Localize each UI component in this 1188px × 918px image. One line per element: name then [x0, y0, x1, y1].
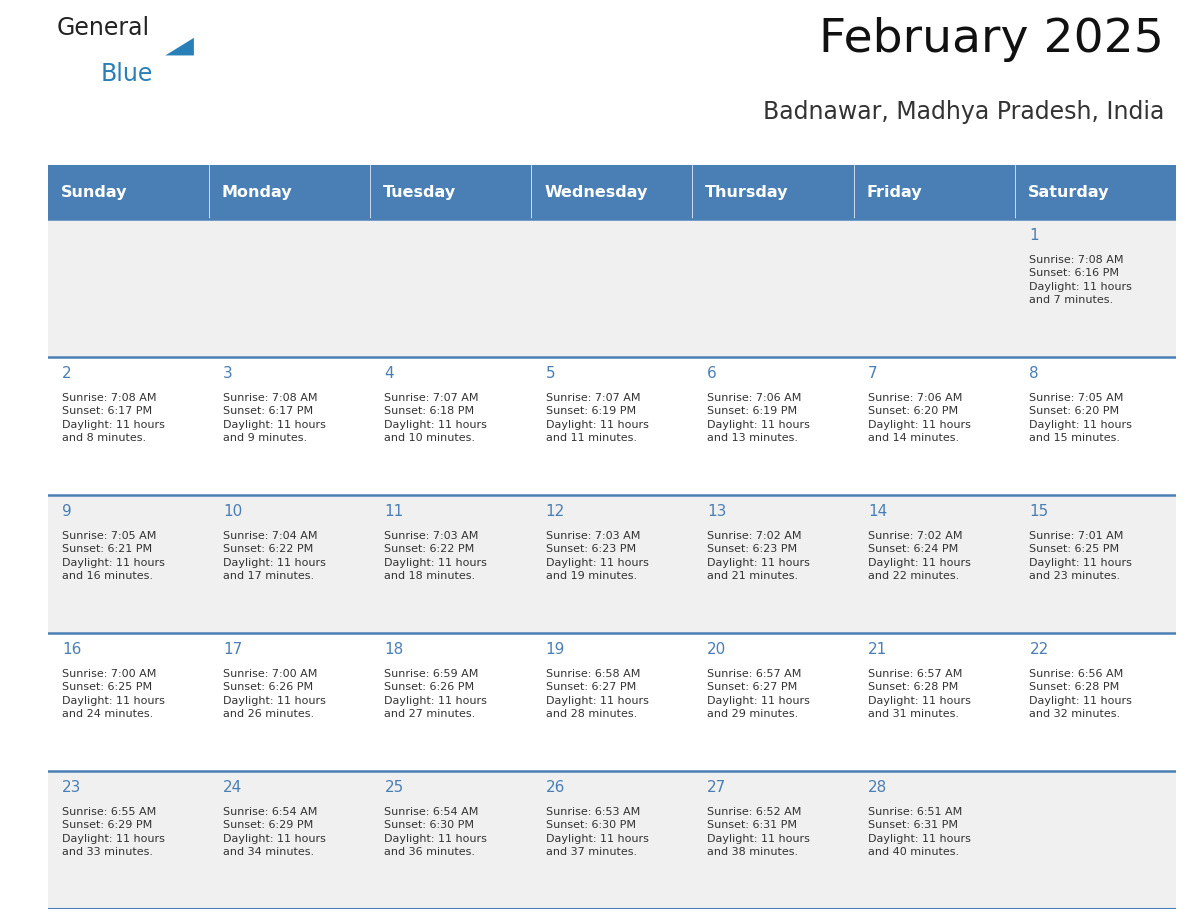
Text: 8: 8 [1029, 366, 1040, 382]
Text: 13: 13 [707, 505, 726, 520]
Text: Tuesday: Tuesday [383, 185, 456, 199]
Text: 12: 12 [545, 505, 565, 520]
Text: 3: 3 [223, 366, 233, 382]
Polygon shape [165, 38, 194, 55]
Text: February 2025: February 2025 [820, 17, 1164, 62]
Text: Sunrise: 6:58 AM
Sunset: 6:27 PM
Daylight: 11 hours
and 28 minutes.: Sunrise: 6:58 AM Sunset: 6:27 PM Dayligh… [545, 668, 649, 720]
Text: Sunrise: 7:07 AM
Sunset: 6:19 PM
Daylight: 11 hours
and 11 minutes.: Sunrise: 7:07 AM Sunset: 6:19 PM Dayligh… [545, 393, 649, 443]
Text: 1: 1 [1029, 229, 1040, 243]
Text: Sunrise: 7:07 AM
Sunset: 6:18 PM
Daylight: 11 hours
and 10 minutes.: Sunrise: 7:07 AM Sunset: 6:18 PM Dayligh… [385, 393, 487, 443]
Text: 28: 28 [868, 780, 887, 796]
Text: Sunrise: 7:03 AM
Sunset: 6:23 PM
Daylight: 11 hours
and 19 minutes.: Sunrise: 7:03 AM Sunset: 6:23 PM Dayligh… [545, 531, 649, 581]
Text: Monday: Monday [222, 185, 292, 199]
Text: 22: 22 [1029, 643, 1049, 657]
Text: Sunrise: 7:00 AM
Sunset: 6:26 PM
Daylight: 11 hours
and 26 minutes.: Sunrise: 7:00 AM Sunset: 6:26 PM Dayligh… [223, 668, 327, 720]
Text: 11: 11 [385, 505, 404, 520]
Text: 6: 6 [707, 366, 716, 382]
Bar [48, 633, 1176, 771]
Text: Saturday: Saturday [1028, 185, 1110, 199]
Text: General: General [57, 16, 150, 40]
Text: 25: 25 [385, 780, 404, 796]
Text: Wednesday: Wednesday [544, 185, 647, 199]
Bar [48, 771, 1176, 909]
Text: Badnawar, Madhya Pradesh, India: Badnawar, Madhya Pradesh, India [763, 100, 1164, 124]
Text: 14: 14 [868, 505, 887, 520]
Text: Sunrise: 6:55 AM
Sunset: 6:29 PM
Daylight: 11 hours
and 33 minutes.: Sunrise: 6:55 AM Sunset: 6:29 PM Dayligh… [62, 807, 165, 857]
Text: 17: 17 [223, 643, 242, 657]
Text: Sunrise: 6:53 AM
Sunset: 6:30 PM
Daylight: 11 hours
and 37 minutes.: Sunrise: 6:53 AM Sunset: 6:30 PM Dayligh… [545, 807, 649, 857]
Text: Sunrise: 6:54 AM
Sunset: 6:30 PM
Daylight: 11 hours
and 36 minutes.: Sunrise: 6:54 AM Sunset: 6:30 PM Dayligh… [385, 807, 487, 857]
Text: Sunday: Sunday [61, 185, 127, 199]
Text: 2: 2 [62, 366, 71, 382]
Text: Sunrise: 6:52 AM
Sunset: 6:31 PM
Daylight: 11 hours
and 38 minutes.: Sunrise: 6:52 AM Sunset: 6:31 PM Dayligh… [707, 807, 810, 857]
Text: 10: 10 [223, 505, 242, 520]
Bar [48, 165, 1176, 218]
Text: Sunrise: 7:06 AM
Sunset: 6:19 PM
Daylight: 11 hours
and 13 minutes.: Sunrise: 7:06 AM Sunset: 6:19 PM Dayligh… [707, 393, 810, 443]
Text: Sunrise: 7:02 AM
Sunset: 6:24 PM
Daylight: 11 hours
and 22 minutes.: Sunrise: 7:02 AM Sunset: 6:24 PM Dayligh… [868, 531, 971, 581]
Text: Thursday: Thursday [706, 185, 789, 199]
Text: Sunrise: 7:05 AM
Sunset: 6:21 PM
Daylight: 11 hours
and 16 minutes.: Sunrise: 7:05 AM Sunset: 6:21 PM Dayligh… [62, 531, 165, 581]
Text: Sunrise: 6:57 AM
Sunset: 6:27 PM
Daylight: 11 hours
and 29 minutes.: Sunrise: 6:57 AM Sunset: 6:27 PM Dayligh… [707, 668, 810, 720]
Text: Sunrise: 7:03 AM
Sunset: 6:22 PM
Daylight: 11 hours
and 18 minutes.: Sunrise: 7:03 AM Sunset: 6:22 PM Dayligh… [385, 531, 487, 581]
Text: Sunrise: 7:05 AM
Sunset: 6:20 PM
Daylight: 11 hours
and 15 minutes.: Sunrise: 7:05 AM Sunset: 6:20 PM Dayligh… [1029, 393, 1132, 443]
Bar [48, 495, 1176, 633]
Text: Sunrise: 7:04 AM
Sunset: 6:22 PM
Daylight: 11 hours
and 17 minutes.: Sunrise: 7:04 AM Sunset: 6:22 PM Dayligh… [223, 531, 327, 581]
Text: Sunrise: 7:06 AM
Sunset: 6:20 PM
Daylight: 11 hours
and 14 minutes.: Sunrise: 7:06 AM Sunset: 6:20 PM Dayligh… [868, 393, 971, 443]
Text: Sunrise: 7:08 AM
Sunset: 6:17 PM
Daylight: 11 hours
and 9 minutes.: Sunrise: 7:08 AM Sunset: 6:17 PM Dayligh… [223, 393, 327, 443]
Text: 16: 16 [62, 643, 82, 657]
Text: Sunrise: 7:08 AM
Sunset: 6:17 PM
Daylight: 11 hours
and 8 minutes.: Sunrise: 7:08 AM Sunset: 6:17 PM Dayligh… [62, 393, 165, 443]
Text: Sunrise: 6:54 AM
Sunset: 6:29 PM
Daylight: 11 hours
and 34 minutes.: Sunrise: 6:54 AM Sunset: 6:29 PM Dayligh… [223, 807, 327, 857]
Text: Sunrise: 6:59 AM
Sunset: 6:26 PM
Daylight: 11 hours
and 27 minutes.: Sunrise: 6:59 AM Sunset: 6:26 PM Dayligh… [385, 668, 487, 720]
Text: 26: 26 [545, 780, 565, 796]
Bar [48, 218, 1176, 357]
Text: 9: 9 [62, 505, 71, 520]
Text: Sunrise: 7:01 AM
Sunset: 6:25 PM
Daylight: 11 hours
and 23 minutes.: Sunrise: 7:01 AM Sunset: 6:25 PM Dayligh… [1029, 531, 1132, 581]
Text: Sunrise: 7:02 AM
Sunset: 6:23 PM
Daylight: 11 hours
and 21 minutes.: Sunrise: 7:02 AM Sunset: 6:23 PM Dayligh… [707, 531, 810, 581]
Text: Sunrise: 6:56 AM
Sunset: 6:28 PM
Daylight: 11 hours
and 32 minutes.: Sunrise: 6:56 AM Sunset: 6:28 PM Dayligh… [1029, 668, 1132, 720]
Text: 27: 27 [707, 780, 726, 796]
Text: 21: 21 [868, 643, 887, 657]
Text: 5: 5 [545, 366, 555, 382]
Text: Sunrise: 6:51 AM
Sunset: 6:31 PM
Daylight: 11 hours
and 40 minutes.: Sunrise: 6:51 AM Sunset: 6:31 PM Dayligh… [868, 807, 971, 857]
Text: 24: 24 [223, 780, 242, 796]
Text: Friday: Friday [866, 185, 922, 199]
Text: 4: 4 [385, 366, 394, 382]
Text: 18: 18 [385, 643, 404, 657]
Text: Blue: Blue [101, 62, 153, 86]
Text: 15: 15 [1029, 505, 1049, 520]
Text: 23: 23 [62, 780, 82, 796]
Text: 19: 19 [545, 643, 565, 657]
Text: Sunrise: 7:08 AM
Sunset: 6:16 PM
Daylight: 11 hours
and 7 minutes.: Sunrise: 7:08 AM Sunset: 6:16 PM Dayligh… [1029, 254, 1132, 306]
Text: 7: 7 [868, 366, 878, 382]
Text: Sunrise: 6:57 AM
Sunset: 6:28 PM
Daylight: 11 hours
and 31 minutes.: Sunrise: 6:57 AM Sunset: 6:28 PM Dayligh… [868, 668, 971, 720]
Text: 20: 20 [707, 643, 726, 657]
Bar [48, 357, 1176, 495]
Text: Sunrise: 7:00 AM
Sunset: 6:25 PM
Daylight: 11 hours
and 24 minutes.: Sunrise: 7:00 AM Sunset: 6:25 PM Dayligh… [62, 668, 165, 720]
